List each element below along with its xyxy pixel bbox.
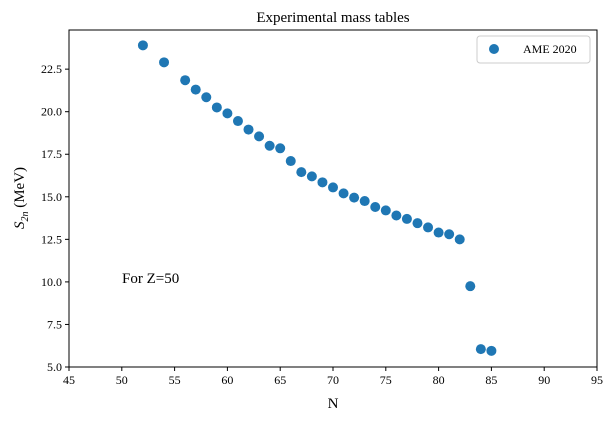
data-point [401,213,412,224]
y-tick-label: 15.0 [41,190,62,204]
data-point [190,84,201,95]
y-tick-label: 22.5 [41,62,62,76]
y-tick-label: 10.0 [41,275,62,289]
data-point [444,229,455,240]
data-point [465,281,476,292]
data-point [433,227,444,238]
x-tick-label: 45 [63,373,75,387]
data-point [243,124,254,135]
data-point [412,218,423,229]
data-point [317,177,328,188]
data-point [180,75,191,86]
y-axis-label-symbol: S [12,221,28,229]
legend-box [476,35,591,64]
data-point [201,92,212,103]
x-tick-label: 90 [538,373,550,387]
data-point [328,182,338,193]
data-point [306,171,317,182]
data-points [137,40,497,356]
chart-title: Experimental mass tables [256,10,409,26]
x-tick-label: 85 [485,373,497,387]
y-tick-label: 5.0 [47,360,62,374]
x-tick-label: 95 [591,373,603,387]
y-tick-label: 17.5 [41,147,62,161]
x-axis-label: N [328,396,339,412]
y-tick-label: 20.0 [41,105,62,119]
x-tick-label: 65 [274,373,286,387]
legend-marker [489,44,499,54]
data-point [391,210,402,221]
x-tick-label: 75 [380,373,392,387]
x-tick-label: 60 [221,373,233,387]
legend: AME 2020 [476,35,591,64]
legend-label: AME 2020 [523,42,577,56]
y-axis-label-unit: (MeV) [12,167,28,212]
data-point [159,57,170,68]
y-tick-label: 7.5 [47,317,62,331]
data-point [275,143,286,154]
data-point [222,108,233,119]
data-point [254,131,265,142]
data-point [486,345,497,356]
data-point [349,192,360,203]
x-tick-label: 55 [169,373,181,387]
data-point [454,234,465,245]
data-point [264,140,275,151]
y-axis-label-subscript: 2n [20,212,31,222]
x-tick-label: 80 [433,373,445,387]
data-point [285,156,296,167]
data-point [380,205,391,216]
data-point [423,222,434,233]
plot-frame [68,29,598,368]
annotation-text: For Z=50 [122,271,179,287]
data-point [338,188,349,199]
y-axis-label: S2n (MeV) [12,167,31,229]
data-point [370,202,381,213]
data-point [137,40,148,51]
data-point [296,167,307,178]
data-point [475,344,486,355]
y-tick-label: 12.5 [41,232,62,246]
data-point [232,116,243,127]
y-axis-ticks: 5.0 7.5 10.0 12.5 15.0 17.5 20.0 22.5 [41,62,69,374]
data-point [359,196,370,207]
data-point [211,102,222,113]
x-tick-label: 70 [327,373,339,387]
x-axis-ticks: 45 50 55 60 65 70 75 80 85 90 95 [63,367,603,387]
x-tick-label: 50 [116,373,128,387]
